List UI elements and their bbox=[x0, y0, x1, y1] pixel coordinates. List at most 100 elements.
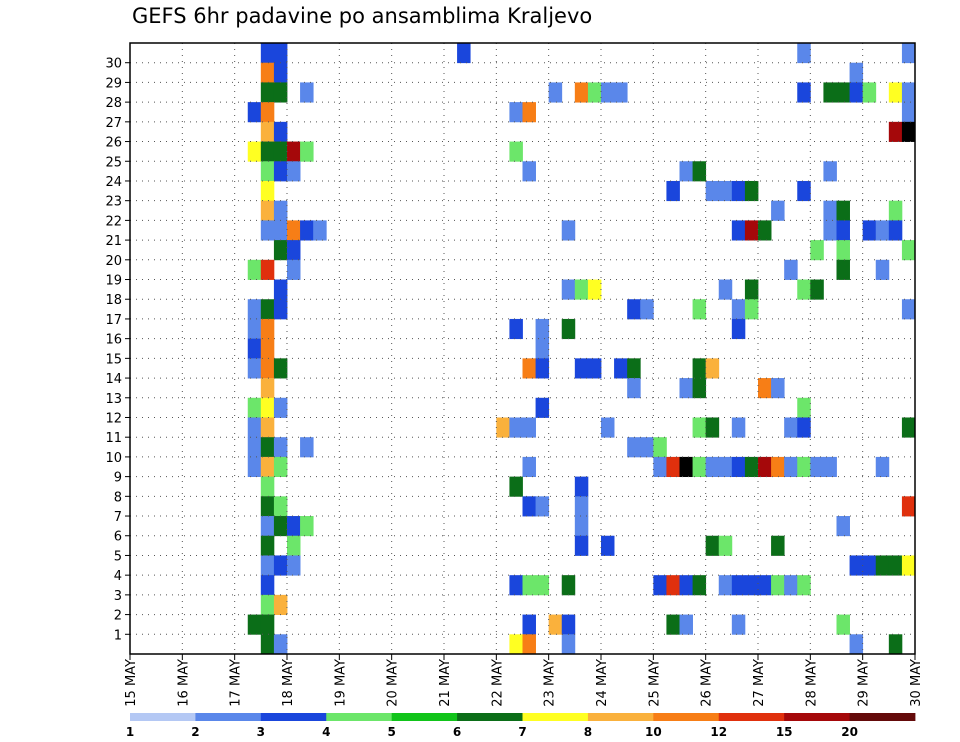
precip-cell bbox=[509, 575, 523, 596]
precip-cell bbox=[561, 220, 576, 241]
precip-cell bbox=[705, 358, 720, 379]
precip-cell bbox=[601, 82, 615, 103]
y-tick-label: 20 bbox=[105, 254, 122, 269]
precip-cell bbox=[260, 358, 275, 379]
precip-cell bbox=[705, 180, 720, 202]
x-tick-label: 29 MAY bbox=[857, 659, 872, 707]
precip-cell bbox=[287, 240, 301, 261]
precip-cell bbox=[287, 141, 301, 162]
precip-cell bbox=[666, 180, 680, 202]
precip-cell bbox=[771, 378, 785, 399]
y-tick-label: 21 bbox=[105, 234, 122, 249]
precip-cell bbox=[273, 279, 288, 300]
legend-swatch bbox=[260, 713, 327, 721]
precip-cell bbox=[679, 614, 693, 635]
precip-cell bbox=[653, 437, 667, 458]
precip-cell bbox=[901, 121, 916, 142]
y-tick-label: 1 bbox=[114, 628, 122, 643]
precip-cell bbox=[260, 299, 275, 320]
precip-cell bbox=[614, 358, 628, 379]
precip-cell bbox=[260, 417, 275, 438]
y-tick-label: 7 bbox=[114, 510, 122, 525]
precip-cell bbox=[836, 82, 850, 103]
precip-cell bbox=[679, 378, 693, 399]
legend-swatch bbox=[849, 713, 916, 721]
precip-cell bbox=[247, 299, 262, 320]
precip-cell bbox=[875, 555, 890, 576]
precip-cell bbox=[810, 240, 824, 261]
precip-cell bbox=[247, 141, 262, 162]
precip-cell bbox=[718, 180, 733, 202]
precip-cell bbox=[731, 299, 746, 320]
legend-label: 2 bbox=[191, 725, 199, 739]
precip-cell bbox=[247, 338, 262, 359]
precip-cell bbox=[627, 437, 641, 458]
y-tick-label: 27 bbox=[105, 116, 122, 131]
precip-cell bbox=[273, 161, 288, 182]
precip-cell bbox=[496, 417, 510, 438]
precip-cell bbox=[273, 82, 288, 103]
x-axis: 15 MAY 16 MAY 17 MAY 18 MAY 19 MAY 20 MAY 21 M… bbox=[124, 654, 924, 707]
precip-cell bbox=[731, 456, 746, 478]
precip-cell bbox=[888, 200, 903, 221]
precip-cell bbox=[862, 82, 877, 103]
precip-cell bbox=[574, 82, 589, 103]
y-tick-label: 24 bbox=[105, 175, 122, 190]
precip-cell bbox=[260, 437, 275, 458]
legend-label: 15 bbox=[776, 725, 793, 739]
precip-cell bbox=[287, 220, 301, 241]
y-tick-label: 23 bbox=[105, 195, 122, 210]
precip-cell bbox=[731, 220, 746, 241]
precip-cell bbox=[758, 220, 772, 241]
legend-swatch bbox=[587, 713, 654, 721]
precip-cell bbox=[509, 417, 523, 438]
precip-cell bbox=[535, 338, 550, 359]
precip-cell bbox=[758, 456, 772, 478]
x-tick-label: 15 MAY bbox=[124, 659, 139, 707]
precip-cell bbox=[273, 594, 288, 615]
precip-cell bbox=[640, 437, 654, 458]
precip-cell bbox=[823, 220, 837, 241]
precip-cell bbox=[260, 496, 275, 517]
precip-cell bbox=[247, 318, 262, 340]
legend-label: 7 bbox=[518, 725, 526, 739]
precip-cell bbox=[260, 259, 275, 280]
y-tick-label: 12 bbox=[105, 411, 122, 426]
precip-cell bbox=[758, 378, 772, 399]
legend-swatch bbox=[522, 713, 589, 721]
precip-cell bbox=[901, 102, 916, 123]
precip-cell bbox=[522, 634, 536, 655]
precip-cell bbox=[797, 279, 811, 300]
precip-cell bbox=[260, 82, 275, 103]
precip-cell bbox=[247, 358, 262, 379]
precip-cell bbox=[758, 575, 772, 596]
precip-cell bbox=[300, 516, 314, 537]
precip-cell bbox=[862, 220, 877, 241]
y-tick-label: 22 bbox=[105, 214, 122, 229]
precip-cell bbox=[679, 161, 693, 182]
x-tick-label: 20 MAY bbox=[386, 659, 401, 707]
precip-cell bbox=[836, 220, 850, 241]
precip-cell bbox=[313, 220, 327, 241]
x-tick-label: 17 MAY bbox=[229, 659, 244, 707]
precip-cell bbox=[849, 62, 864, 83]
precip-cell bbox=[862, 555, 877, 576]
x-tick-label: 27 MAY bbox=[752, 659, 767, 707]
precip-cell bbox=[875, 259, 890, 280]
precip-cell bbox=[901, 43, 916, 64]
precip-cell bbox=[888, 82, 903, 103]
precip-cell bbox=[522, 417, 536, 438]
y-tick-label: 10 bbox=[105, 451, 122, 466]
y-tick-label: 17 bbox=[105, 313, 122, 328]
precip-cell bbox=[260, 634, 275, 655]
precip-cell bbox=[247, 614, 262, 635]
precip-cell bbox=[901, 240, 916, 261]
precip-cell bbox=[836, 516, 850, 537]
precip-cell bbox=[522, 456, 536, 478]
precip-cell bbox=[509, 476, 523, 497]
precip-cell bbox=[509, 102, 523, 123]
precip-cell bbox=[705, 535, 720, 556]
precip-cell bbox=[260, 338, 275, 359]
legend-swatch bbox=[195, 713, 262, 721]
